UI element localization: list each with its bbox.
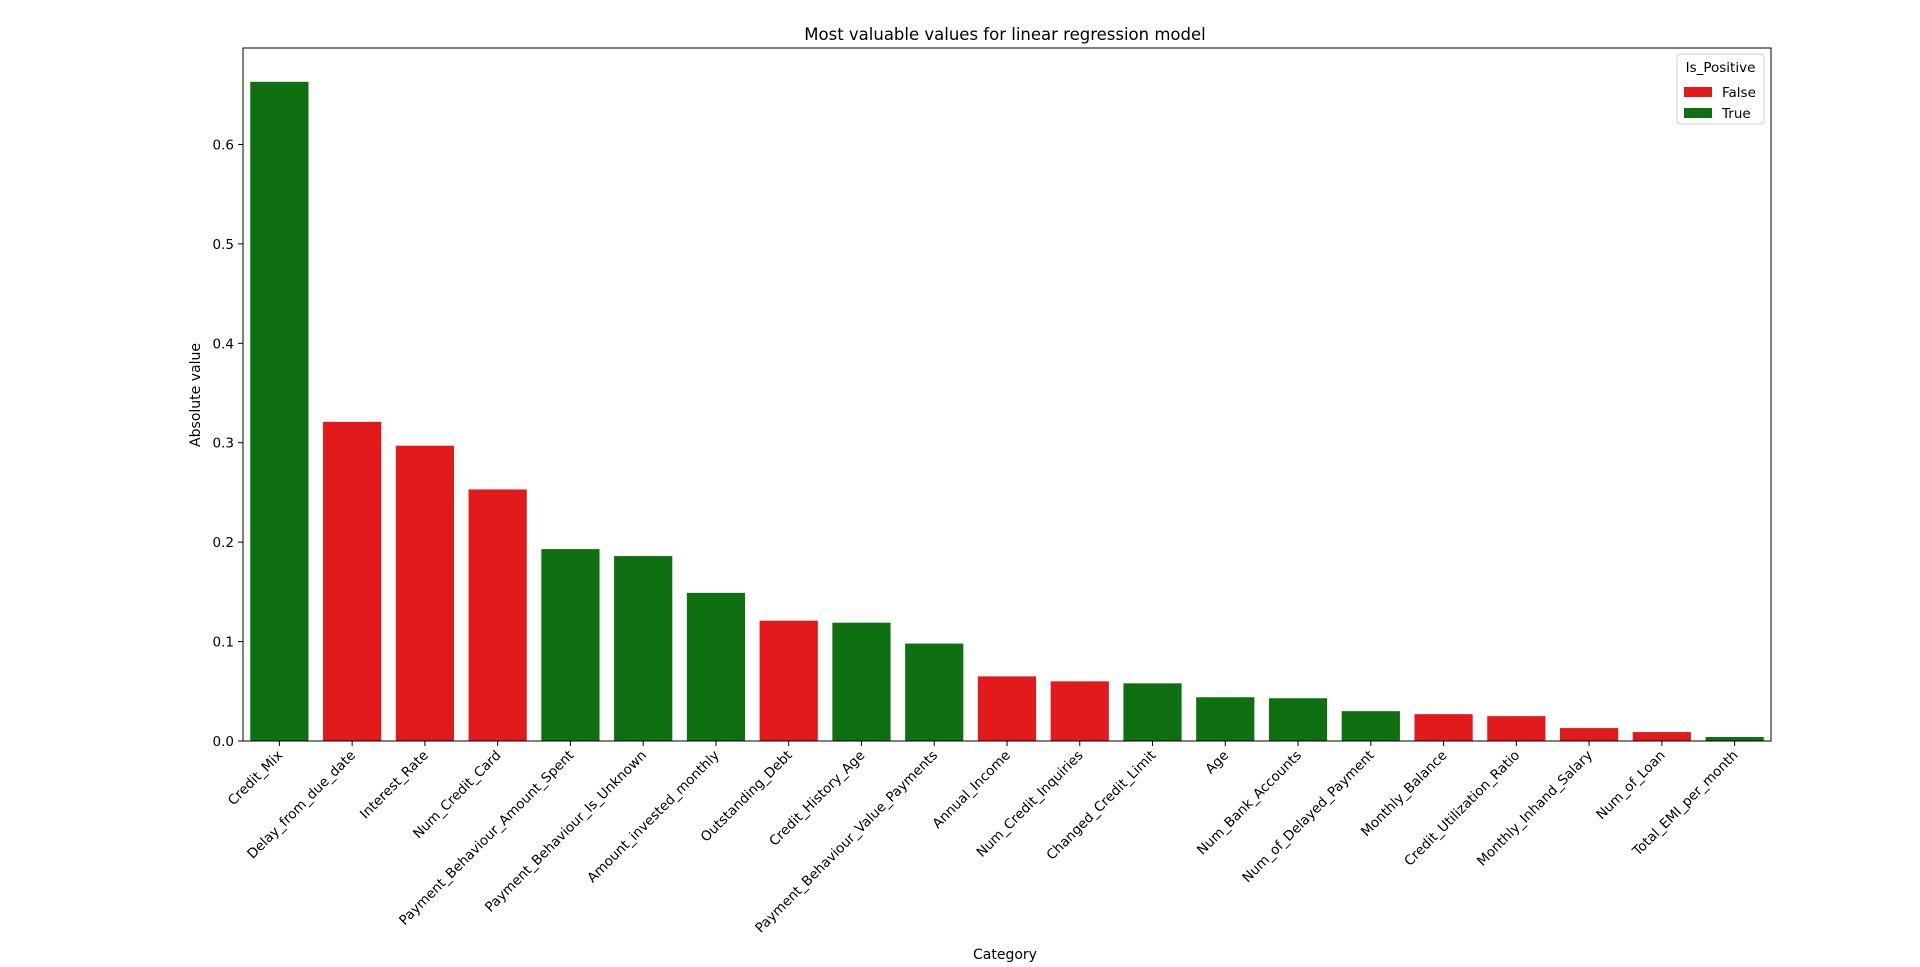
- x-tick-label: Num_of_Loan: [1593, 748, 1668, 823]
- bars-group: [250, 81, 1764, 742]
- bar-interest-rate: [395, 445, 455, 741]
- legend-box: [1676, 53, 1765, 125]
- x-tick-label: Credit_Mix: [225, 748, 286, 809]
- y-tick-label: 0.4: [213, 336, 234, 352]
- bar-delay-from-due-date: [323, 421, 382, 741]
- bar-payment-behaviour-amount-spent: [541, 549, 600, 741]
- bar-total-emi-per-month: [1705, 737, 1764, 741]
- legend: Is_Positive False True: [1676, 53, 1765, 125]
- plot-frame: [242, 47, 1772, 742]
- y-axis-label: Absolute value: [188, 343, 204, 447]
- bar-annual-income: [977, 676, 1037, 741]
- bar-payment-behaviour-is-unknown: [614, 556, 673, 741]
- legend-label-false: False: [1722, 85, 1756, 101]
- x-axis-label: Category: [973, 947, 1037, 963]
- x-tick-label: Age: [1202, 748, 1232, 778]
- x-axis: Credit_MixDelay_from_due_dateInterest_Ra…: [225, 741, 1741, 936]
- bar-num-credit-card: [468, 489, 527, 741]
- chart-title: Most valuable values for linear regressi…: [804, 25, 1205, 44]
- x-tick-label: Num_of_Delayed_Payment: [1239, 748, 1377, 886]
- bar-credit-history-age: [832, 622, 891, 741]
- bar-changed-credit-limit: [1123, 683, 1182, 741]
- x-tick-label: Payment_Behaviour_Is_Unknown: [482, 748, 650, 916]
- legend-swatch-false: [1684, 87, 1712, 97]
- y-tick-label: 0.1: [213, 635, 234, 651]
- y-tick-label: 0.5: [213, 237, 234, 253]
- bar-age: [1196, 697, 1255, 741]
- bar-monthly-balance: [1414, 714, 1473, 741]
- bar-outstanding-debt: [759, 620, 818, 741]
- y-tick-label: 0.3: [213, 436, 234, 452]
- bar-amount-invested-monthly: [686, 592, 746, 741]
- bar-credit-utilization-ratio: [1487, 716, 1546, 741]
- x-tick-label: Amount_invested_monthly: [584, 748, 723, 887]
- x-tick-label: Interest_Rate: [357, 748, 432, 823]
- y-tick-label: 0.0: [213, 734, 234, 750]
- y-tick-label: 0.2: [213, 535, 234, 551]
- bar-credit-mix: [250, 81, 309, 742]
- legend-title: Is_Positive: [1686, 60, 1756, 76]
- bar-num-credit-inquiries: [1050, 681, 1109, 741]
- bar-num-of-delayed-payment: [1341, 711, 1400, 741]
- legend-swatch-true: [1684, 108, 1712, 118]
- bar-num-of-loan: [1632, 732, 1691, 741]
- bar-num-bank-accounts: [1268, 698, 1328, 741]
- x-tick-label: Annual_Income: [929, 748, 1013, 832]
- y-axis: 0.0 0.1 0.2 0.3 0.4 0.5 0.6: [213, 137, 243, 750]
- y-tick-label: 0.6: [213, 137, 234, 153]
- bar-payment-behaviour-value-payments: [905, 643, 964, 741]
- bar-monthly-inhand-salary: [1559, 728, 1619, 741]
- legend-label-true: True: [1721, 106, 1751, 122]
